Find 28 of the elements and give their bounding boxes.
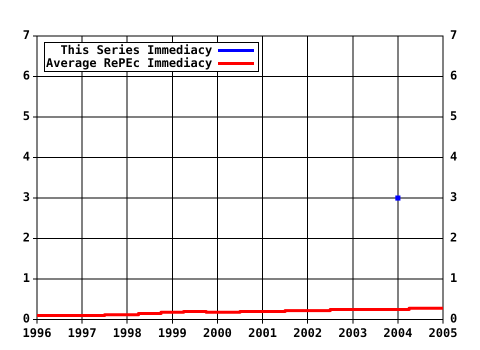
y2-tick-label: 2 [450, 230, 458, 245]
x-tick-label: 1996 [22, 326, 52, 340]
y2-tick-label: 7 [450, 28, 458, 42]
y2-tick-label: 4 [450, 150, 458, 164]
x-tick-label: 2002 [293, 326, 322, 340]
legend-label: This Series Immediacy [60, 43, 212, 57]
y-tick-label: 2 [22, 230, 30, 245]
x-tick-label: 1999 [158, 326, 187, 340]
legend-label: Average RePEc Immediacy [46, 56, 212, 70]
y-tick-label: 5 [22, 109, 30, 124]
y-tick-label: 4 [22, 150, 30, 164]
x-tick-label: 2003 [338, 326, 368, 340]
y2-tick-label: 5 [450, 109, 458, 124]
x-tick-label: 2000 [202, 326, 232, 340]
y-tick-label: 1 [22, 271, 30, 286]
y-tick-label: 6 [22, 68, 30, 83]
y2-tick-label: 0 [450, 312, 458, 326]
y2-tick-label: 6 [450, 68, 458, 83]
y2-tick-label: 1 [450, 271, 458, 286]
y-tick-label: 7 [22, 28, 30, 42]
x-tick-label: 2004 [383, 326, 412, 340]
y2-tick-label: 3 [450, 190, 458, 204]
y-tick-label: 3 [22, 190, 30, 204]
x-tick-label: 2005 [428, 326, 458, 340]
x-tick-label: 1998 [112, 326, 142, 340]
x-tick-label: 1997 [68, 326, 97, 340]
y-tick-label: 0 [22, 312, 30, 326]
x-tick-label: 2001 [248, 326, 278, 340]
